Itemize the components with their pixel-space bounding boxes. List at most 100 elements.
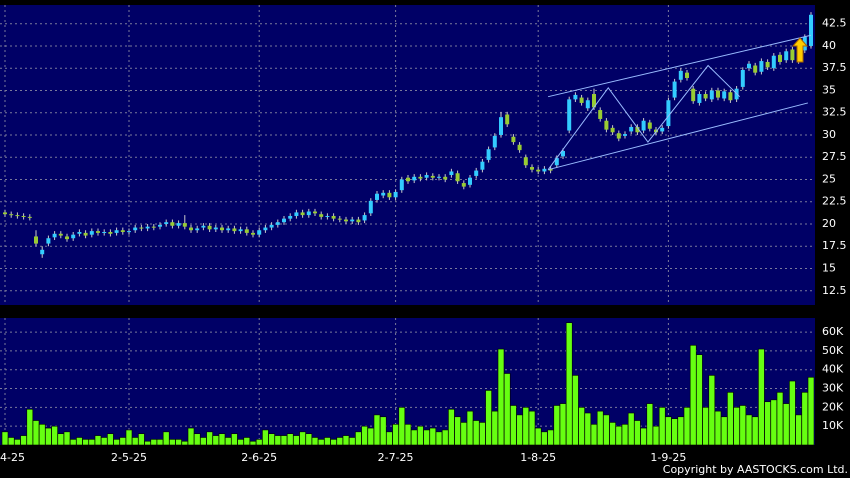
trendline <box>547 102 809 171</box>
candle-body <box>362 215 367 221</box>
volume-bar <box>299 431 306 446</box>
volume-bar <box>63 431 71 446</box>
volume-bar <box>553 405 561 446</box>
candle-body <box>15 215 20 217</box>
candle-body <box>511 136 516 143</box>
candle-body <box>486 149 491 160</box>
volume-bar <box>286 433 294 446</box>
volume-bar <box>609 422 616 446</box>
candle-body <box>703 94 708 99</box>
volume-bar <box>100 437 108 446</box>
volume-bar <box>572 375 579 446</box>
volume-bar <box>193 433 201 446</box>
volume-bar <box>745 414 753 446</box>
candle-body <box>635 126 640 133</box>
volume-bar <box>789 380 796 446</box>
volume-bar <box>138 433 145 446</box>
volume-bar <box>107 433 114 446</box>
candle-body <box>610 127 615 133</box>
candle-body <box>759 61 764 72</box>
candle-body <box>381 192 386 196</box>
y-tick-label: 22.5 <box>822 195 847 208</box>
arrow-icon <box>791 37 809 63</box>
volume-bar <box>441 429 449 446</box>
y-tick-label: 27.5 <box>822 150 847 163</box>
y-tick-label: 25 <box>822 172 836 185</box>
mark-layer <box>1 12 815 446</box>
candle-body <box>77 232 82 234</box>
volume-bar <box>683 407 691 446</box>
candle-body <box>430 175 435 178</box>
volume-bar <box>348 437 356 446</box>
volume-bar <box>175 439 182 446</box>
x-tick-label: 4-25 <box>0 451 25 464</box>
volume-bar <box>671 418 678 446</box>
candle-body <box>170 222 175 226</box>
candle-body <box>350 219 355 222</box>
candle-body <box>585 100 590 109</box>
candle-body <box>158 224 162 227</box>
y-tick-label: 32.5 <box>822 106 847 119</box>
y-tick-label: 30 <box>822 128 836 141</box>
volume-bar <box>559 403 567 446</box>
candle-body <box>716 90 720 98</box>
volume-bar <box>541 431 548 446</box>
volume-bar <box>392 424 399 446</box>
volume-bar <box>739 405 747 446</box>
candle-body <box>182 223 187 227</box>
y-tick-label: 40 <box>822 39 836 52</box>
y-tick-label: 20 <box>822 217 836 230</box>
candle-body <box>536 169 541 172</box>
volume-bar <box>57 433 65 446</box>
candle-body <box>548 168 553 171</box>
copyright: Copyright by AASTOCKS.com Ltd. <box>663 463 848 476</box>
candle-body <box>34 236 38 244</box>
volume-bar <box>634 420 641 446</box>
candle-body <box>96 231 100 233</box>
candle-body <box>393 191 398 198</box>
candle-body <box>102 232 107 234</box>
volume-bar <box>293 435 300 446</box>
volume-bar <box>429 427 437 446</box>
volume-bar <box>479 422 486 446</box>
volume-bar <box>38 424 46 446</box>
candle-body <box>3 212 7 215</box>
volume-bar <box>590 424 598 446</box>
candle-body <box>40 249 45 255</box>
volume-bar <box>665 416 672 446</box>
y2-tick-label: 30K <box>822 382 844 395</box>
candle-body <box>418 176 423 179</box>
candle-body <box>406 177 410 182</box>
candle-body <box>325 215 330 217</box>
candle-body <box>226 228 231 231</box>
candle-body <box>65 236 69 240</box>
volume-bar <box>305 433 313 446</box>
volume-bar <box>435 431 443 446</box>
candle-body <box>647 122 652 129</box>
volume-bar <box>45 427 52 446</box>
volume-bar <box>658 407 666 446</box>
volume-bar <box>764 401 771 446</box>
grid-layer <box>0 5 815 445</box>
y-tick-label: 35 <box>822 83 836 96</box>
x-tick-label: 2-6-25 <box>241 451 277 464</box>
candle-body <box>275 222 280 225</box>
y2-tick-label: 60K <box>822 325 844 338</box>
volume-bar <box>187 427 195 446</box>
volume-bar <box>621 424 629 446</box>
candle-body <box>492 135 497 148</box>
candle-body <box>331 215 336 219</box>
volume-bar <box>497 348 505 446</box>
candle-body <box>114 230 119 233</box>
volume-bar <box>776 392 784 446</box>
volume-bar <box>615 425 623 446</box>
candle-body <box>89 231 94 235</box>
candle-body <box>623 134 627 136</box>
x-tick-label: 2-5-25 <box>111 451 147 464</box>
volume-bar <box>336 437 344 446</box>
y2-tick-label: 40K <box>822 363 844 376</box>
y2-tick-label: 10K <box>822 419 844 432</box>
volume-bar <box>26 408 34 446</box>
y-tick-label: 17.5 <box>822 239 847 252</box>
candle-body <box>697 94 702 103</box>
